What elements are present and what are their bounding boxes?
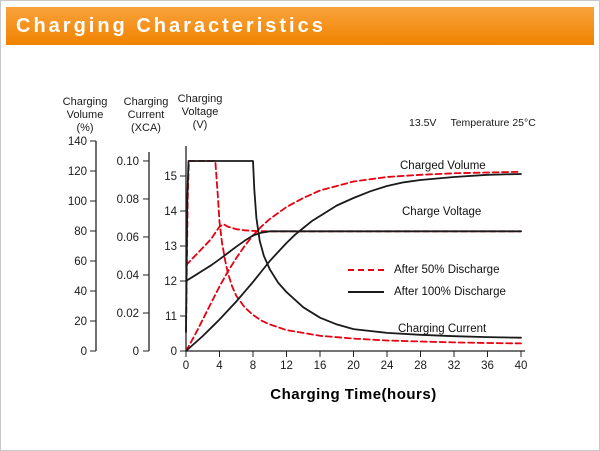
svg-text:40: 40 [74,286,87,298]
charge-voltage-label: Charge Voltage [402,206,482,218]
svg-text:0.06: 0.06 [117,232,139,244]
chart-legend: After 50% Discharge After 100% Discharge [348,259,506,303]
current-axis-title: Charging Current (XCA) [113,96,179,135]
svg-text:140: 140 [68,136,87,148]
chart-annotation: 13.5V Temperature 25°C [409,117,549,129]
svg-text:0: 0 [171,346,177,358]
charging-current-label: Charging Current [398,323,487,335]
svg-text:32: 32 [448,360,461,372]
current-axis-title-line2: Current [127,109,165,121]
svg-text:14: 14 [164,206,177,218]
svg-text:0: 0 [81,346,87,358]
x-axis-title: Charging Time(hours) [270,386,437,403]
svg-text:12: 12 [164,276,177,288]
svg-text:11: 11 [165,311,177,323]
volume-axis-title: Charging Volume (%) [47,96,123,135]
volume-axis-unit: (%) [76,122,94,134]
voltage-axis-unit: (V) [192,119,208,131]
svg-text:0.08: 0.08 [117,194,139,206]
temperature-text: Temperature 25°C [450,117,536,129]
svg-text:60: 60 [74,256,87,268]
legend-label-100: After 100% Discharge [394,286,506,298]
svg-text:4: 4 [216,360,223,372]
curve-charging-current-after-100 [185,160,522,339]
curve-charging-current-after-50 [185,160,522,345]
legend-item-50: After 50% Discharge [348,259,506,281]
svg-text:0: 0 [133,346,139,358]
current-axis-unit: (XCA) [131,122,161,134]
header-banner: Charging Characteristics [6,7,594,45]
svg-text:16: 16 [314,360,327,372]
charging-characteristics-chart: 02040608010012014000.020.040.060.080.101… [68,136,528,372]
svg-text:40: 40 [515,360,528,372]
svg-text:20: 20 [74,316,87,328]
solid-line-sample [348,291,384,293]
svg-text:15: 15 [164,171,177,183]
svg-text:24: 24 [381,360,394,372]
legend-label-50: After 50% Discharge [394,264,500,276]
svg-text:0.10: 0.10 [117,156,139,168]
voltage-axis-title-line2: Voltage [181,106,219,118]
svg-text:12: 12 [280,360,293,372]
svg-text:20: 20 [347,360,360,372]
curve-charged-volume-after-50 [185,170,522,352]
svg-text:120: 120 [68,166,87,178]
set-voltage-text: 13.5V [409,117,437,129]
svg-text:80: 80 [74,226,87,238]
current-axis-title-line1: Charging [123,96,169,108]
svg-text:0.02: 0.02 [117,308,139,320]
svg-text:8: 8 [250,360,256,372]
voltage-axis-title: Charging Voltage (V) [169,93,231,132]
svg-text:0.04: 0.04 [117,270,140,282]
dashed-line-sample [348,269,384,271]
svg-text:0: 0 [183,360,189,372]
volume-axis-title-line2: Volume [66,109,104,121]
page-title: Charging Characteristics [16,15,326,37]
legend-item-100: After 100% Discharge [348,281,506,303]
curve-charge-voltage-after-50 [185,223,522,267]
voltage-axis-title-line1: Charging [177,93,223,105]
svg-text:100: 100 [68,196,87,208]
volume-axis-title-line1: Charging [62,96,108,108]
svg-text:28: 28 [414,360,427,372]
svg-text:36: 36 [481,360,494,372]
curve-charge-voltage-after-100 [185,230,522,282]
curve-charged-volume-after-100 [185,173,522,352]
svg-text:13: 13 [164,241,177,253]
charged-volume-label: Charged Volume [400,160,486,172]
